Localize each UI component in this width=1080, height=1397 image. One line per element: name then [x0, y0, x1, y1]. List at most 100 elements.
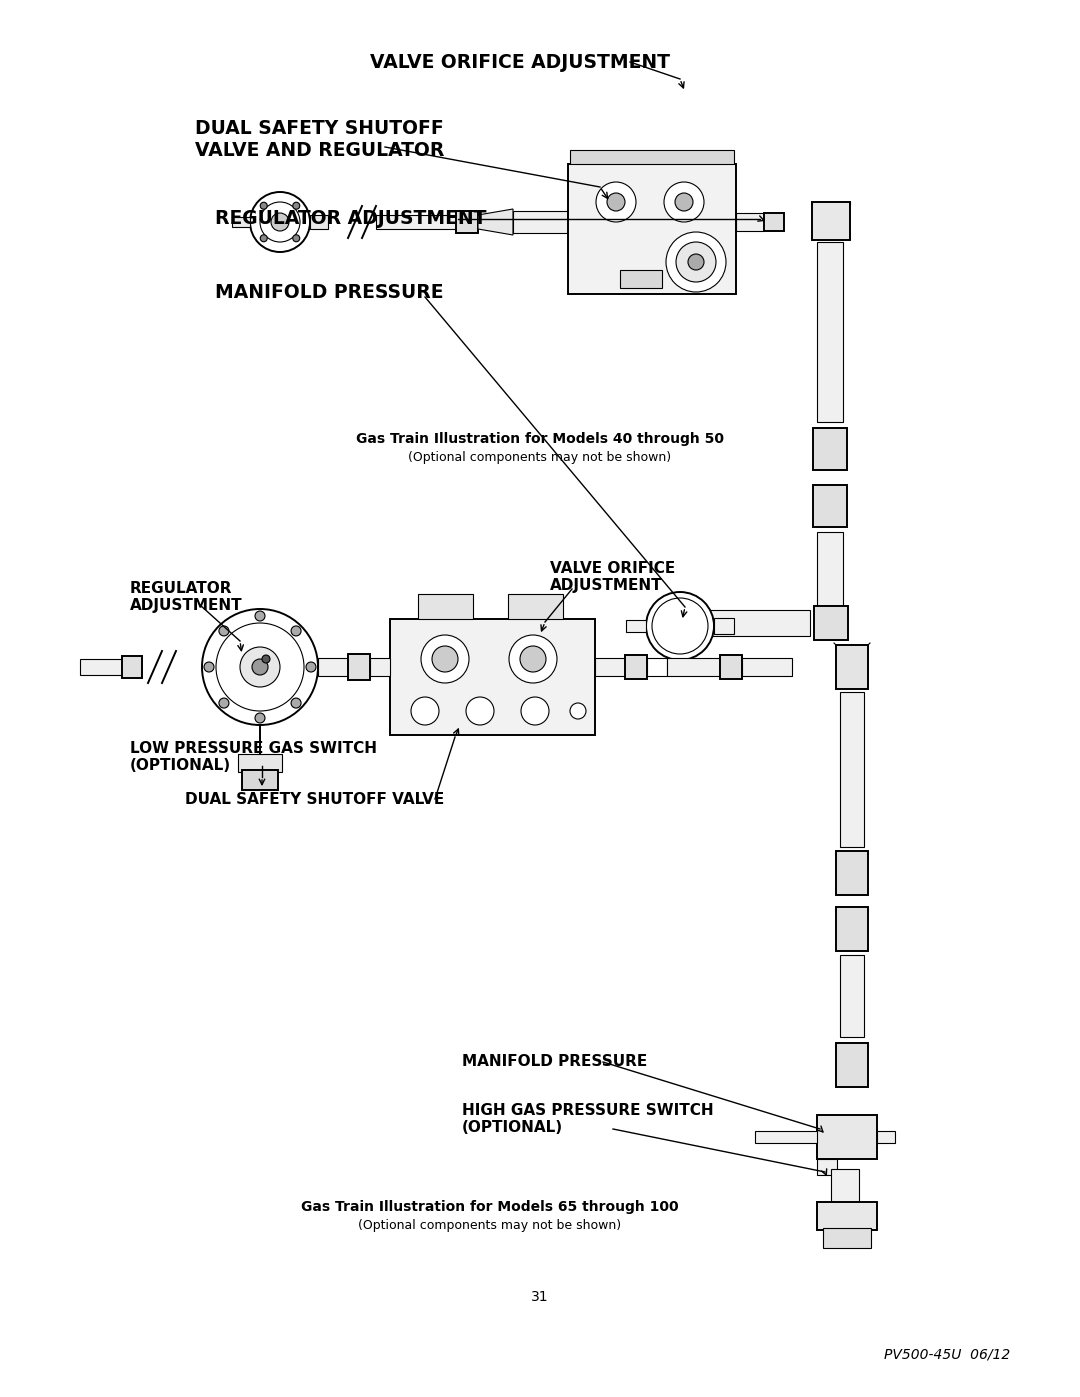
Bar	[418, 594, 473, 619]
Text: (Optional components may not be shown): (Optional components may not be shown)	[359, 1218, 622, 1232]
Circle shape	[432, 645, 458, 672]
Text: MANIFOLD PRESSURE: MANIFOLD PRESSURE	[462, 1055, 647, 1070]
Bar	[764, 212, 784, 231]
Bar	[742, 658, 792, 676]
Circle shape	[675, 193, 693, 211]
Circle shape	[411, 697, 438, 725]
Circle shape	[255, 712, 265, 724]
Text: Gas Train Illustration for Models 40 through 50: Gas Train Illustration for Models 40 thr…	[356, 432, 724, 446]
Circle shape	[292, 626, 301, 636]
Circle shape	[676, 242, 716, 282]
Circle shape	[204, 662, 214, 672]
Bar	[831, 1169, 859, 1204]
Circle shape	[240, 647, 280, 687]
Circle shape	[666, 232, 726, 292]
Bar	[813, 485, 847, 527]
Bar	[836, 1044, 868, 1087]
Circle shape	[607, 193, 625, 211]
Bar	[456, 211, 478, 233]
Circle shape	[260, 235, 267, 242]
Circle shape	[667, 613, 693, 638]
Text: REGULATOR
ADJUSTMENT: REGULATOR ADJUSTMENT	[130, 581, 243, 613]
Text: VALVE ORIFICE
ADJUSTMENT: VALVE ORIFICE ADJUSTMENT	[550, 560, 675, 594]
Circle shape	[293, 235, 300, 242]
Text: HIGH GAS PRESSURE SWITCH
(OPTIONAL): HIGH GAS PRESSURE SWITCH (OPTIONAL)	[462, 1102, 714, 1136]
Bar	[877, 1132, 895, 1143]
Circle shape	[293, 203, 300, 210]
Bar	[595, 658, 625, 676]
Bar	[232, 217, 249, 226]
Circle shape	[519, 645, 546, 672]
Text: REGULATOR ADJUSTMENT: REGULATOR ADJUSTMENT	[215, 210, 486, 229]
Bar	[816, 1201, 877, 1229]
Circle shape	[292, 698, 301, 708]
Bar	[626, 620, 646, 631]
Circle shape	[219, 698, 229, 708]
Bar	[840, 956, 864, 1037]
Circle shape	[255, 610, 265, 622]
Circle shape	[262, 655, 270, 664]
Bar	[376, 215, 456, 229]
Circle shape	[652, 598, 708, 654]
Circle shape	[688, 254, 704, 270]
Text: DUAL SAFETY SHUTOFF VALVE: DUAL SAFETY SHUTOFF VALVE	[185, 792, 444, 806]
Bar	[714, 617, 734, 634]
Bar	[390, 619, 595, 735]
Circle shape	[216, 623, 303, 711]
Bar	[80, 659, 129, 675]
Circle shape	[509, 636, 557, 683]
Bar	[813, 427, 847, 469]
Bar	[310, 215, 328, 229]
Bar	[836, 645, 868, 689]
Bar	[348, 654, 370, 680]
Bar	[318, 658, 350, 676]
Bar	[370, 658, 390, 676]
Bar	[840, 692, 864, 847]
Text: VALVE ORIFICE ADJUSTMENT: VALVE ORIFICE ADJUSTMENT	[370, 53, 670, 71]
Bar	[814, 606, 848, 640]
Circle shape	[596, 182, 636, 222]
Bar	[816, 1160, 837, 1175]
Bar	[816, 1115, 877, 1160]
Bar	[812, 203, 850, 240]
Circle shape	[646, 592, 714, 659]
Bar	[755, 1132, 816, 1143]
Bar	[508, 594, 563, 619]
Circle shape	[202, 609, 318, 725]
Text: PV500-45U  06/12: PV500-45U 06/12	[883, 1348, 1010, 1362]
Bar	[710, 610, 810, 636]
Bar	[667, 658, 723, 676]
Circle shape	[260, 203, 267, 210]
Bar	[122, 657, 141, 678]
Circle shape	[421, 636, 469, 683]
Bar	[735, 212, 764, 231]
Circle shape	[654, 601, 705, 651]
Text: LOW PRESSURE GAS SWITCH
(OPTIONAL): LOW PRESSURE GAS SWITCH (OPTIONAL)	[130, 740, 377, 773]
Bar	[568, 163, 735, 293]
Text: MANIFOLD PRESSURE: MANIFOLD PRESSURE	[215, 282, 444, 302]
Bar	[823, 1228, 870, 1248]
Circle shape	[306, 662, 316, 672]
Bar	[816, 242, 843, 422]
Circle shape	[249, 191, 310, 251]
Text: Gas Train Illustration for Models 65 through 100: Gas Train Illustration for Models 65 thr…	[301, 1200, 679, 1214]
Text: DUAL SAFETY SHUTOFF
VALVE AND REGULATOR: DUAL SAFETY SHUTOFF VALVE AND REGULATOR	[195, 119, 444, 159]
Text: (Optional components may not be shown): (Optional components may not be shown)	[408, 450, 672, 464]
Circle shape	[570, 703, 586, 719]
Text: 31: 31	[531, 1289, 549, 1303]
Bar	[720, 655, 742, 679]
Circle shape	[664, 182, 704, 222]
Bar	[513, 211, 568, 233]
Polygon shape	[478, 210, 513, 235]
Bar	[816, 532, 843, 612]
Bar	[625, 655, 647, 679]
Circle shape	[260, 203, 300, 242]
Bar	[836, 907, 868, 951]
Circle shape	[219, 626, 229, 636]
Bar	[836, 851, 868, 895]
Circle shape	[271, 212, 289, 231]
Bar	[647, 658, 667, 676]
Bar	[570, 149, 734, 163]
Circle shape	[252, 659, 268, 675]
Bar	[242, 770, 278, 789]
